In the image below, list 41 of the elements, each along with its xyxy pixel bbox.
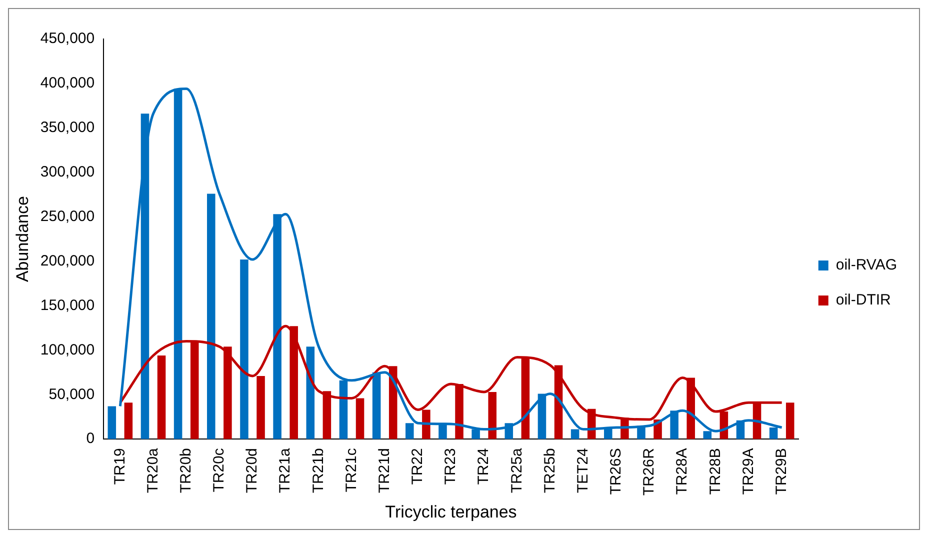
x-tick-label: TR20c bbox=[210, 448, 228, 492]
x-tick-label: TR20d bbox=[244, 448, 261, 494]
x-tick-label: TR23 bbox=[442, 448, 460, 485]
x-tick-label: TR22 bbox=[409, 448, 426, 485]
x-tick-label: TR25a bbox=[508, 447, 526, 494]
x-tick-label: TR25b bbox=[541, 448, 558, 494]
x-tick-label: TR21a bbox=[276, 447, 294, 494]
bar bbox=[108, 406, 116, 440]
y-tick-label: 200,000 bbox=[40, 252, 95, 270]
x-axis-title: Tricyclic terpanes bbox=[385, 502, 517, 522]
x-tick-label: TR28B bbox=[706, 448, 724, 495]
y-tick-label: 300,000 bbox=[40, 164, 95, 181]
y-tick-label: 400,000 bbox=[40, 74, 95, 92]
bar bbox=[786, 402, 794, 440]
y-tick-label: 250,000 bbox=[40, 208, 95, 225]
x-tick-label: TR24 bbox=[475, 448, 492, 485]
y-tick-label: 150,000 bbox=[40, 296, 95, 314]
y-tick-label: 50,000 bbox=[48, 386, 95, 403]
x-tick-label: TR29A bbox=[740, 448, 757, 495]
y-tick-label: 450,000 bbox=[40, 30, 95, 48]
y-tick-label: 0 bbox=[86, 430, 95, 448]
y-tick-label: 350,000 bbox=[40, 119, 95, 136]
y-tick-label: 100,000 bbox=[40, 341, 95, 358]
x-tick-label: TR26S bbox=[608, 448, 625, 495]
legend-label: oil-DTIR bbox=[836, 292, 892, 309]
x-tick-label: TR26R bbox=[640, 448, 658, 496]
x-tick-label: TR21c bbox=[342, 448, 360, 492]
x-tick-label: TR21d bbox=[376, 448, 393, 494]
bar bbox=[306, 346, 315, 440]
bar bbox=[207, 194, 216, 440]
x-tick-label: TR20b bbox=[177, 448, 194, 494]
x-tick-label: TET24 bbox=[574, 448, 592, 494]
x-tick-label: TR29B bbox=[772, 448, 790, 495]
legend-label: oil-RVAG bbox=[836, 256, 898, 274]
x-tick-label: TR20a bbox=[144, 447, 162, 494]
bar bbox=[157, 356, 166, 440]
x-tick-label: TR28A bbox=[674, 448, 691, 495]
bar bbox=[124, 402, 133, 440]
x-tick-label: TR19 bbox=[111, 448, 128, 485]
y-axis-title: Abundance bbox=[12, 196, 32, 282]
x-tick-label: TR21b bbox=[310, 448, 327, 494]
